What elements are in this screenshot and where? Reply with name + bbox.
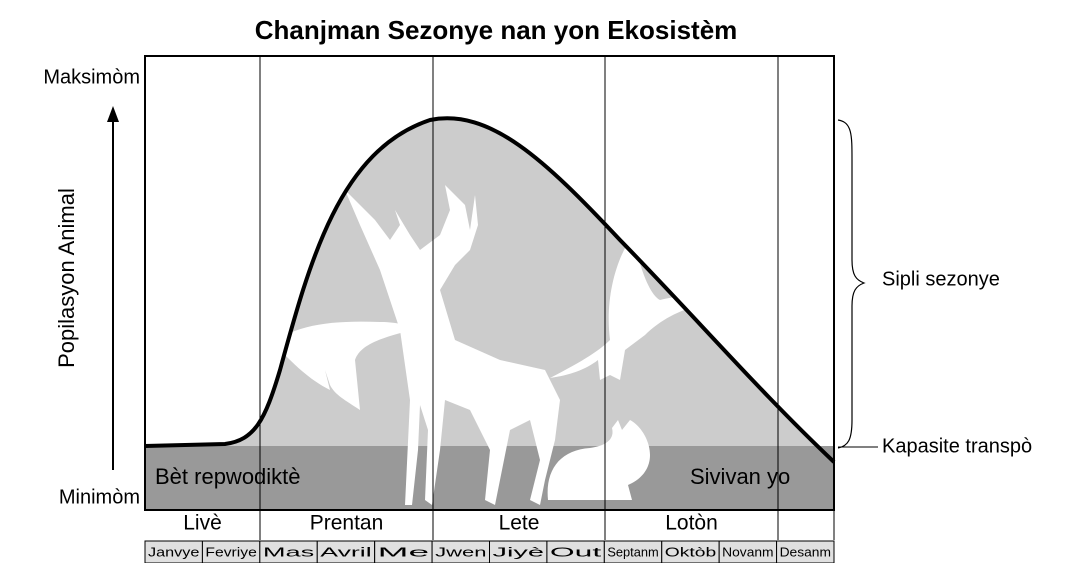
month-label: Me [378,544,429,559]
title: Chanjman Sezonye nan yon Ekosistèm [255,15,738,45]
month-label: Oktòb [665,544,716,559]
breeding-label: Bèt repwodiktè [155,464,301,489]
month-row: Janvye Fevriye Mas Avril Me Jwen Jiyè Out Septan… [144,540,835,563]
month-label: Desanm [780,544,831,559]
animal-silhouettes [268,185,700,505]
month-label: Mas [263,544,315,559]
month-label: Jiyè [493,544,544,559]
month-cell [776,540,835,563]
max-label: Maksimòm [43,66,140,88]
month-label: Avril [320,544,372,559]
season-row: Livè Prentan Lete Lotòn [183,510,835,540]
month-label: Fevriye [205,544,256,559]
season-label: Lete [499,512,540,535]
surplus-brace [837,119,866,449]
surplus-label: Sipli sezonye [882,268,1000,290]
season-dividers [259,56,779,540]
month-label: Novanm [722,544,773,559]
month-label: Septanm [607,544,658,559]
season-label: Prentan [310,512,384,535]
month-label: Jwen [435,544,486,559]
season-label: Lotòn [665,512,718,535]
surplus-area [145,118,834,510]
frame [144,55,835,511]
month-label: Out [550,544,602,559]
population-curve [144,116,836,464]
survivors-label: Sivivan yo [690,464,790,489]
season-label: Livè [183,512,222,535]
month-label: Janvye [148,544,199,559]
axis-label: Popilasyon Animal [54,188,79,368]
arrow-head [107,106,119,122]
capacity-label: Kapasite transpò [882,435,1032,457]
min-label: Minimòm [59,486,140,508]
